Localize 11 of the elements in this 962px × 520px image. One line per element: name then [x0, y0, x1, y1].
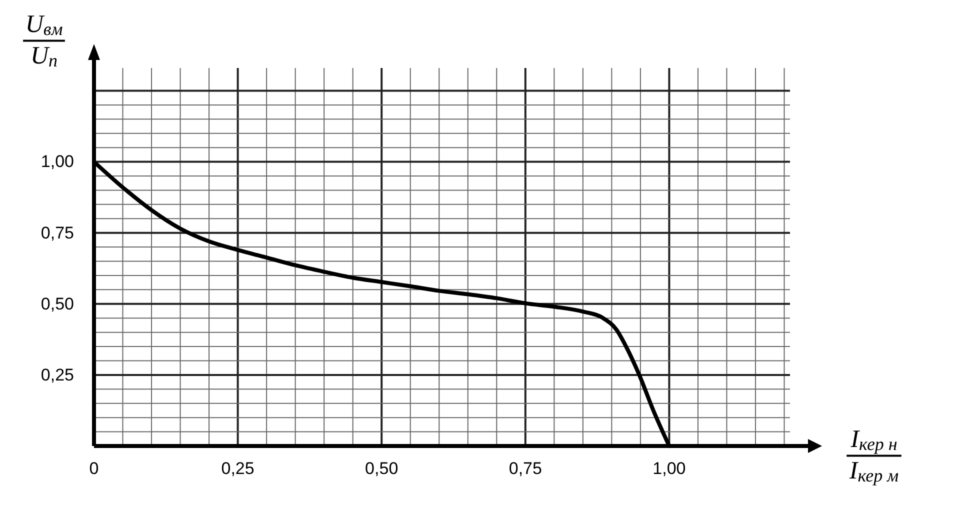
y-axis-title: U$_{вм}$ U$_{п}$: [25, 11, 64, 70]
x-axis-title: I$_{кер н}$ I$_{кер м}$: [848, 426, 900, 485]
x-tick-label: 0,50: [365, 459, 398, 478]
y-tick-label: 1,00: [40, 152, 74, 172]
x-tick-label: 1,00: [652, 459, 686, 478]
x-tick-label: 0,75: [508, 459, 542, 478]
y-tick-label: 0,75: [40, 223, 74, 242]
y-tick-label: 0,50: [40, 294, 74, 314]
y-tick-label: 0,25: [40, 365, 74, 384]
x-tick-label: 0,25: [221, 459, 254, 478]
x-tick-label: 0: [89, 459, 99, 478]
